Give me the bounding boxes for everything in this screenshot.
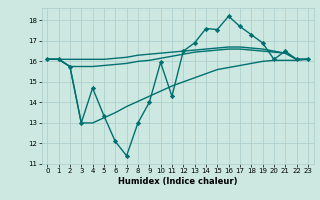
X-axis label: Humidex (Indice chaleur): Humidex (Indice chaleur) xyxy=(118,177,237,186)
